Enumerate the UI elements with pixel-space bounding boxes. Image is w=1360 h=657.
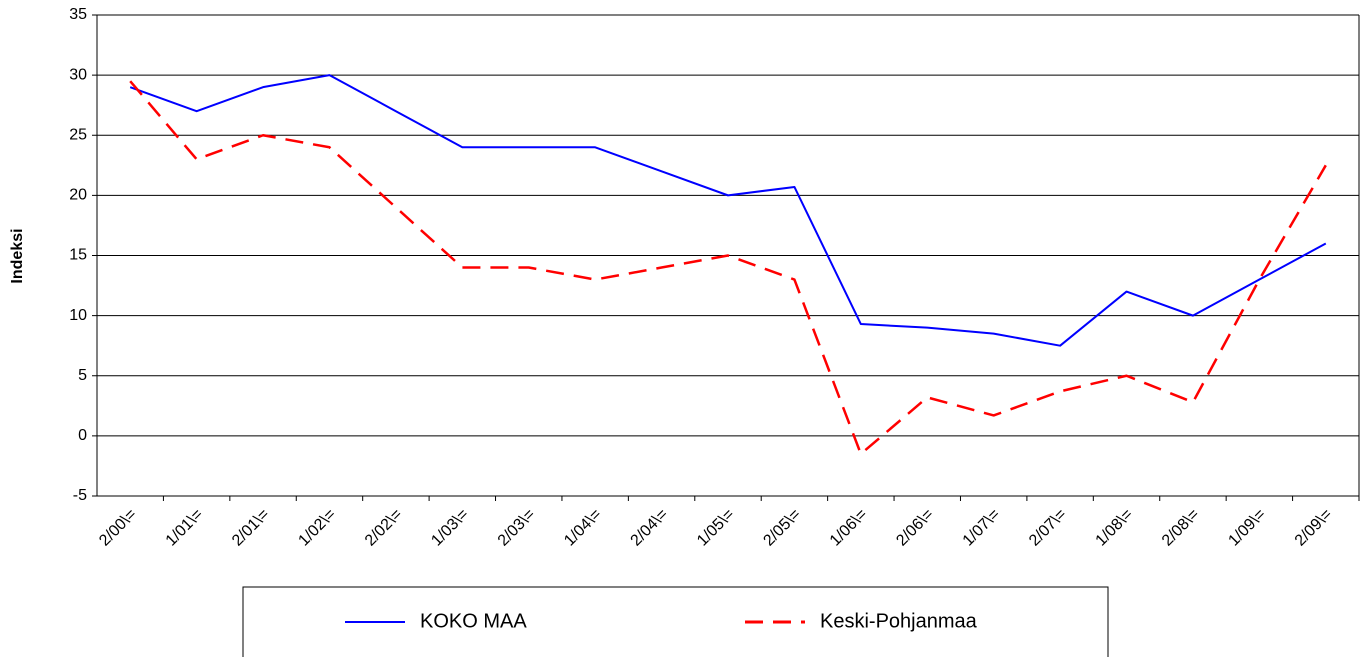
y-tick-label: 35 <box>69 6 87 23</box>
x-tick-label: 1/04\= <box>561 506 605 550</box>
x-tick-label: 2/08\= <box>1159 506 1203 550</box>
x-tick-label: 2/00\= <box>96 506 140 550</box>
x-tick-label: 1/05\= <box>694 506 738 550</box>
y-tick-label: 0 <box>78 427 87 444</box>
x-tick-label: 1/09\= <box>1225 506 1269 550</box>
x-tick-label: 2/01\= <box>229 506 273 550</box>
x-tick-label: 1/01\= <box>163 506 207 550</box>
x-tick-label: 2/06\= <box>893 506 937 550</box>
x-tick-label: 1/07\= <box>960 506 1004 550</box>
x-tick-label: 2/04\= <box>628 506 672 550</box>
y-tick-label: 15 <box>69 247 87 264</box>
x-tick-label: 2/03\= <box>495 506 539 550</box>
y-tick-label: 25 <box>69 126 87 143</box>
legend-label: KOKO MAA <box>420 610 527 632</box>
y-tick-label: 5 <box>78 367 87 384</box>
series-line <box>129 74 1327 347</box>
y-tick-label: -5 <box>73 487 87 504</box>
y-tick-label: 30 <box>69 66 87 83</box>
x-tick-label: 2/05\= <box>760 506 804 550</box>
y-tick-label: 20 <box>69 187 87 204</box>
x-tick-label: 1/06\= <box>827 506 871 550</box>
x-tick-label: 2/07\= <box>1026 506 1070 550</box>
x-tick-label: 2/02\= <box>362 506 406 550</box>
y-tick-label: 10 <box>69 307 87 324</box>
y-axis-label: Indeksi <box>9 228 26 283</box>
x-tick-label: 1/08\= <box>1093 506 1137 550</box>
x-tick-label: 1/03\= <box>428 506 472 550</box>
x-tick-label: 1/02\= <box>295 506 339 550</box>
x-tick-label: 2/09\= <box>1292 506 1336 550</box>
series-line <box>129 80 1327 456</box>
legend-label: Keski-Pohjanmaa <box>820 610 978 632</box>
